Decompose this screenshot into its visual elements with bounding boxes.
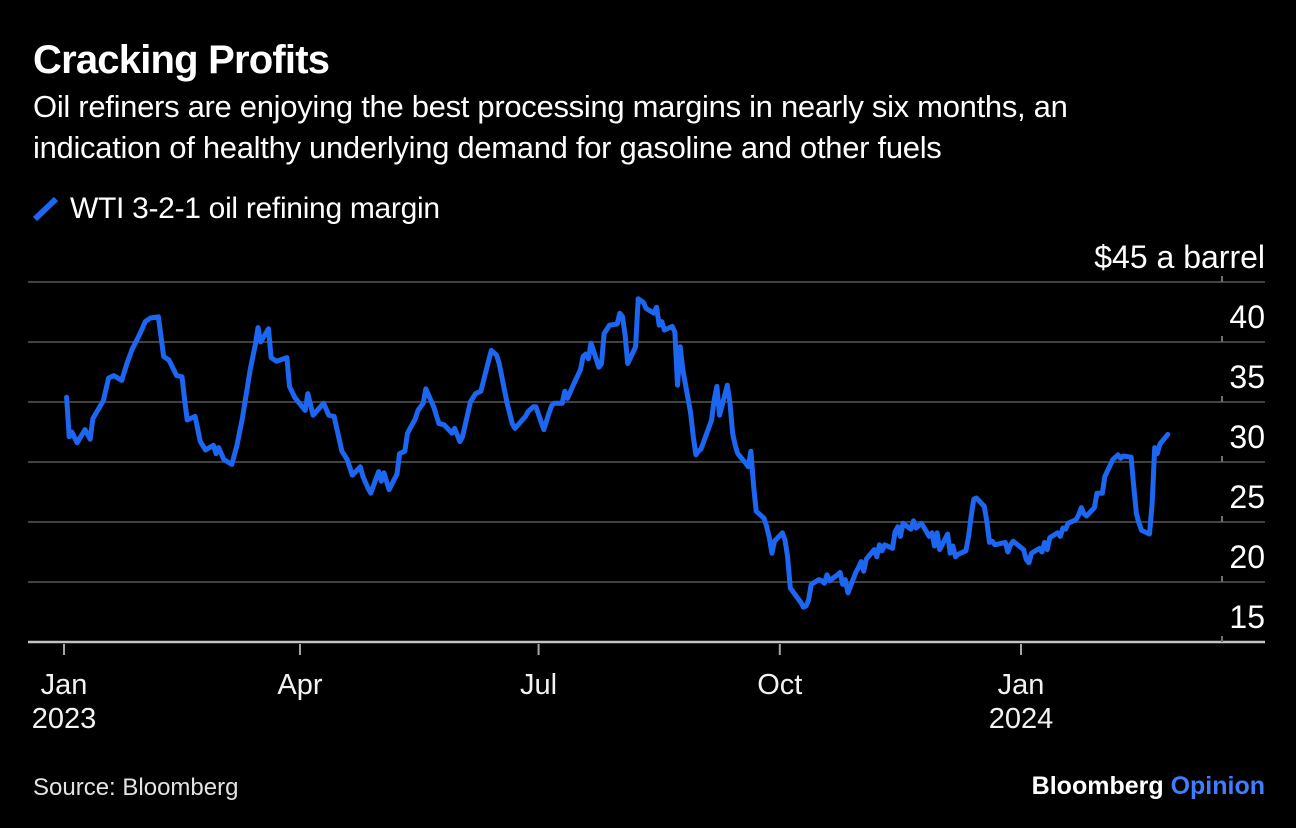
x-tick-year: 2023: [32, 703, 97, 735]
subtitle-line-2: indication of healthy underlying demand …: [33, 130, 942, 165]
x-tick-label: Oct: [757, 669, 802, 701]
x-tick-year: 2024: [989, 703, 1054, 735]
logo-bloomberg: Bloomberg: [1031, 772, 1164, 800]
y-tick-label: 30: [1229, 419, 1265, 455]
source-text: Source: Bloomberg: [33, 774, 239, 801]
y-tick-label: 15: [1229, 599, 1265, 635]
subtitle-line-1: Oil refiners are enjoying the best proce…: [33, 89, 1068, 124]
x-tick-label: Apr: [277, 669, 322, 701]
bloomberg-opinion-logo: Bloomberg Opinion: [1032, 772, 1265, 801]
y-tick-label: 40: [1229, 299, 1265, 335]
legend-line-icon: [32, 196, 59, 222]
x-tick-label: Jul: [520, 669, 557, 701]
y-tick-label: 20: [1229, 539, 1265, 575]
x-tick-label: Jan: [41, 669, 88, 701]
y-tick-label: 35: [1229, 359, 1265, 395]
y-tick-label: 25: [1229, 479, 1265, 515]
legend-marker-line: [32, 196, 59, 222]
chart-subtitle: Oil refiners are enjoying the best proce…: [33, 86, 1068, 168]
legend: WTI 3-2-1 oil refining margin: [31, 192, 440, 226]
legend-label: WTI 3-2-1 oil refining margin: [70, 192, 440, 225]
x-tick-label: Jan: [998, 669, 1045, 701]
logo-opinion: Opinion: [1170, 772, 1265, 800]
series-line: [64, 296, 1171, 610]
chart-title: Cracking Profits: [33, 38, 330, 82]
y-tick-label: $45 a barrel: [1094, 239, 1265, 275]
